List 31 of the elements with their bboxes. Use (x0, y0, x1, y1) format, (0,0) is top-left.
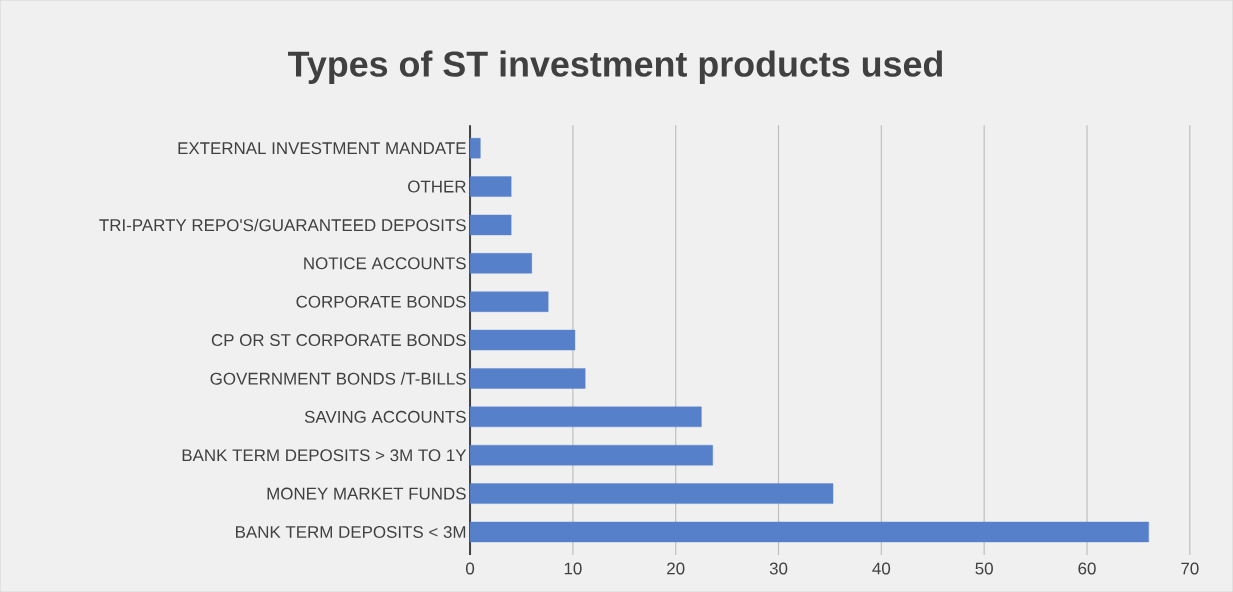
bar (469, 406, 702, 427)
y-tick-label: CORPORATE BONDS (296, 295, 466, 308)
x-tick-label: 0 (466, 562, 475, 575)
x-tick-label: 20 (667, 562, 685, 575)
y-tick-label: CP OR ST CORPORATE BONDS (211, 334, 466, 346)
y-tick-label: EXTERNAL INVESTMENT MANDATE (178, 142, 466, 155)
bar (469, 214, 512, 236)
x-tick-label: 70 (1181, 562, 1199, 575)
x-tick-label: 50 (975, 562, 993, 575)
bar (469, 444, 713, 466)
chart-title: Types of ST investment products used (288, 50, 942, 84)
y-tick-label: OTHER (408, 180, 466, 193)
y-tick-label: TRI-PARTY REPO'S/GUARANTEED DEPOSITS (99, 218, 466, 232)
y-tick-label: MONEY MARKET FUNDS (267, 487, 466, 500)
bar (469, 483, 834, 504)
y-tick-label: GOVERNMENT BONDS /T-BILLS (210, 372, 466, 385)
x-tick-label: 60 (1078, 562, 1096, 575)
y-tick-label: NOTICE ACCOUNTS (304, 257, 466, 270)
y-tick-label: BANK TERM DEPOSITS > 3M TO 1Y (182, 449, 467, 462)
bar (469, 521, 1149, 543)
bar (469, 137, 481, 159)
bar (469, 253, 532, 274)
bar (469, 329, 576, 351)
bar (469, 368, 586, 389)
bar (469, 176, 512, 197)
x-tick-label: 40 (872, 562, 891, 575)
bar (469, 291, 549, 312)
y-tick-label: BANK TERM DEPOSITS < 3M (236, 525, 466, 538)
y-tick-label: SAVING ACCOUNTS (304, 410, 466, 423)
x-tick-label: 30 (769, 562, 788, 575)
x-tick-label: 10 (564, 562, 582, 575)
